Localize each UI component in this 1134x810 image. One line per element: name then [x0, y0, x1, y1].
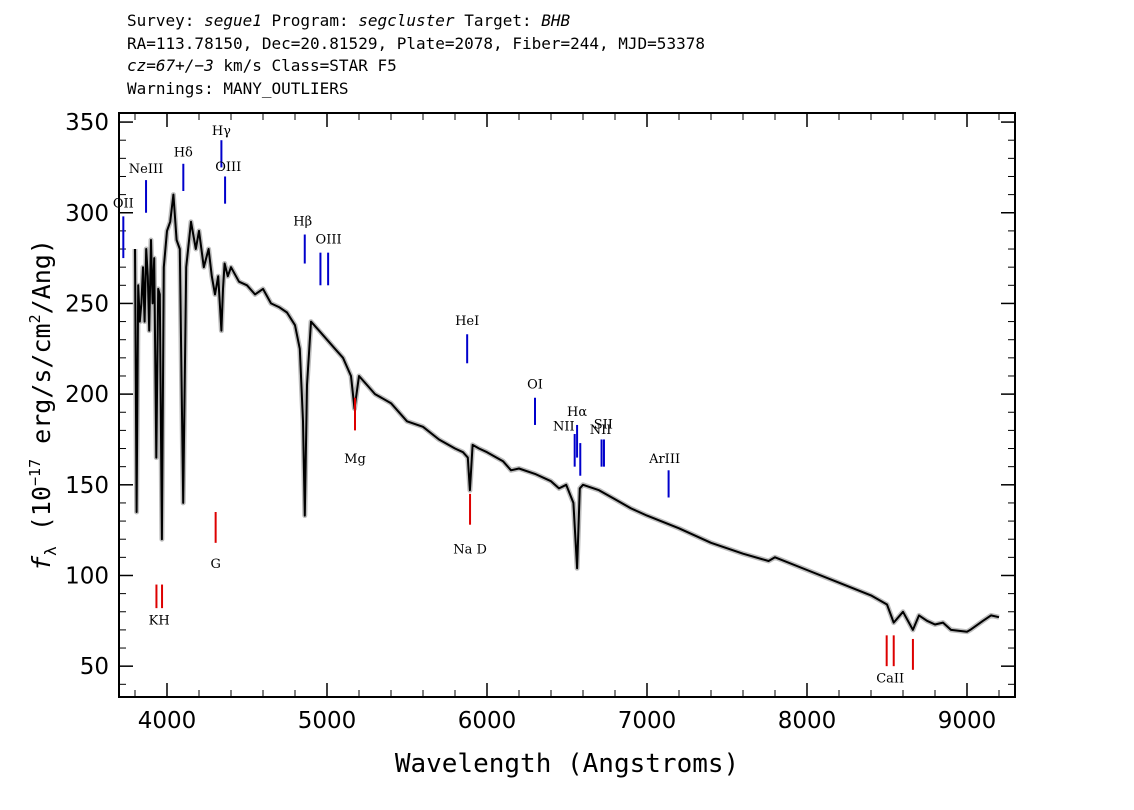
y-tick-label: 200 — [65, 382, 109, 408]
line-labels: OIINeIIIHδHγOIIIHβOIIIHeIOINIIHαNIISIIAr… — [113, 124, 904, 687]
survey-value: segue1 — [204, 11, 262, 30]
header-line-survey: Survey: segue1 Program: segcluster Targe… — [127, 10, 1027, 33]
y-tick-label: 250 — [65, 291, 109, 317]
x-tick-label: 6000 — [458, 708, 517, 734]
line-label: NII — [590, 423, 612, 438]
y-tick-label: 50 — [80, 654, 109, 680]
x-tick-label: 4000 — [138, 708, 197, 734]
line-label: OIII — [316, 233, 342, 248]
axis-ticks — [119, 113, 1015, 697]
target-value: BHB — [541, 11, 571, 30]
line-label: Hγ — [212, 124, 231, 139]
line-label: OI — [527, 378, 543, 393]
x-tick-label: 7000 — [618, 708, 677, 734]
header-line-coordinates: RA=113.78150, Dec=20.81529, Plate=2078, … — [127, 33, 705, 53]
header-line-redshift: cz=67+/−3 km/s Class=STAR F5 — [127, 55, 1027, 78]
program-label: Program: — [271, 11, 349, 30]
program-value: segcluster — [358, 11, 455, 30]
line-label: Mg — [344, 452, 366, 467]
axis-tick-labels: 4000 5000 6000 7000 8000 9000 50 100 150 200 250 30… — [65, 110, 996, 734]
line-label: G — [210, 557, 220, 572]
line-label: SII — [594, 418, 613, 433]
plot-frame — [118, 112, 1016, 698]
line-label: CaII — [876, 671, 904, 686]
line-label: NII — [553, 419, 575, 434]
y-tick-label: 350 — [65, 110, 109, 136]
spectrum-series — [134, 193, 1000, 633]
line-label: ArIII — [648, 452, 680, 467]
line-label: Na D — [453, 543, 487, 558]
y-axis-title: fλ (10−17 erg/s/cm2/Ang) — [26, 239, 60, 571]
y-tick-label: 150 — [65, 473, 109, 499]
line-label: OIII — [215, 160, 241, 175]
spectrum-line — [134, 193, 1000, 633]
survey-label: Survey: — [127, 11, 195, 30]
y-tick-label: 100 — [65, 563, 109, 589]
line-label: Hα — [567, 405, 587, 420]
line-label: KH — [149, 613, 170, 628]
cz-value: cz=67+/−3 — [127, 56, 214, 75]
x-tick-label: 5000 — [298, 708, 357, 734]
x-tick-label: 9000 — [938, 708, 997, 734]
line-markers — [122, 140, 914, 670]
line-label: Hδ — [174, 146, 193, 161]
target-label: Target: — [464, 11, 532, 30]
x-axis-title: Wavelength (Angstroms) — [395, 749, 739, 779]
x-tick-label: 8000 — [778, 708, 837, 734]
class-value: km/s Class=STAR F5 — [213, 56, 397, 75]
y-tick-label: 300 — [65, 201, 109, 227]
line-label: NeIII — [129, 162, 163, 177]
line-label: Hβ — [293, 214, 312, 229]
line-label: OII — [113, 196, 134, 211]
spectrum-header: Survey: segue1 Program: segcluster Targe… — [127, 10, 1027, 100]
header-line-warnings: Warnings: MANY_OUTLIERS — [127, 78, 349, 98]
svg-text:fλ (10−17 erg/s/cm2/Ang): fλ (10−17 erg/s/cm2/Ang) — [26, 239, 60, 571]
line-label: HeI — [455, 314, 479, 329]
